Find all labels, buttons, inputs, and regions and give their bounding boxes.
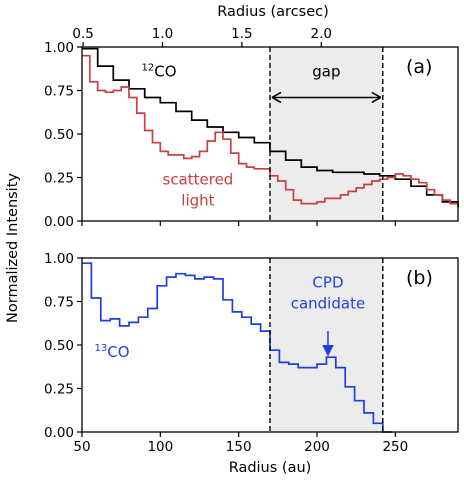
gap-arrow-head-left [271, 91, 282, 104]
gap-arrow-head-right [371, 91, 382, 104]
cpd-label-line2: candidate [291, 294, 365, 312]
x-axis-label: Radius (au) [229, 460, 312, 476]
x-tick-label: 100 [147, 439, 173, 455]
y-tick-label: 0.75 [44, 84, 74, 100]
top-x-tick-label: 1.0 [152, 26, 173, 42]
y-tick-label: 0.25 [44, 171, 74, 187]
y-tick-label: 1.00 [44, 40, 74, 56]
gap-width-arrow [271, 91, 382, 104]
panel-a: gap 0.00 0.25 0.50 0.75 1.000.5 1.0 1.5 2.0 (a)… [44, 26, 459, 230]
cpd-label-line1: CPD [312, 274, 343, 292]
series-label-12co: 12CO [142, 63, 177, 81]
x-tick-label: 50 [73, 439, 90, 455]
x-tick-label: 200 [304, 439, 330, 455]
y-axis-label: Normalized Intensity [5, 173, 21, 323]
panel-b-series [82, 262, 393, 433]
panel-b: CPD candidate 0.00 0.25 0.50 0.75 1.00 50 100 1… [44, 251, 459, 455]
y-tick-label: 1.00 [44, 251, 74, 267]
gap-shading-a [270, 47, 383, 221]
x-tick-label: 150 [226, 439, 252, 455]
panel-a-ticks: 0.00 0.25 0.50 0.75 1.000.5 1.0 1.5 2.0 [44, 26, 396, 230]
gap-label: gap [312, 63, 340, 81]
y-tick-label: 0.50 [44, 338, 74, 354]
x-tick-label: 250 [382, 439, 408, 455]
top-axis-title: Radius (arcsec) [217, 4, 329, 20]
series-label-12co-text: CO [154, 63, 176, 81]
series-label-13co-sup: 13 [95, 343, 108, 354]
top-x-tick-label: 0.5 [72, 26, 93, 42]
panel-b-ticks: 0.00 0.25 0.50 0.75 1.00 50 100 150 200 250 [44, 251, 408, 455]
top-x-tick-label: 2.0 [311, 26, 332, 42]
y-tick-label: 0.00 [44, 425, 74, 441]
top-x-tick-label: 1.5 [231, 26, 252, 42]
panel-a-label: (a) [406, 56, 432, 78]
y-tick-label: 0.00 [44, 214, 74, 230]
cpd-arrow [322, 331, 334, 357]
y-tick-label: 0.50 [44, 127, 74, 143]
panel-b-label: (b) [406, 267, 433, 289]
y-tick-label: 0.25 [44, 382, 74, 398]
series-label-scattered-line2: light [181, 191, 214, 209]
y-tick-label: 0.75 [44, 295, 74, 311]
series-label-scattered-line1: scattered [163, 170, 234, 188]
series-label-13co: 13CO [95, 343, 130, 361]
series-line-13co [82, 262, 393, 433]
series-label-12co-sup: 12 [142, 63, 155, 74]
series-label-13co-text: CO [107, 343, 129, 361]
cpd-arrow-head [322, 344, 334, 357]
